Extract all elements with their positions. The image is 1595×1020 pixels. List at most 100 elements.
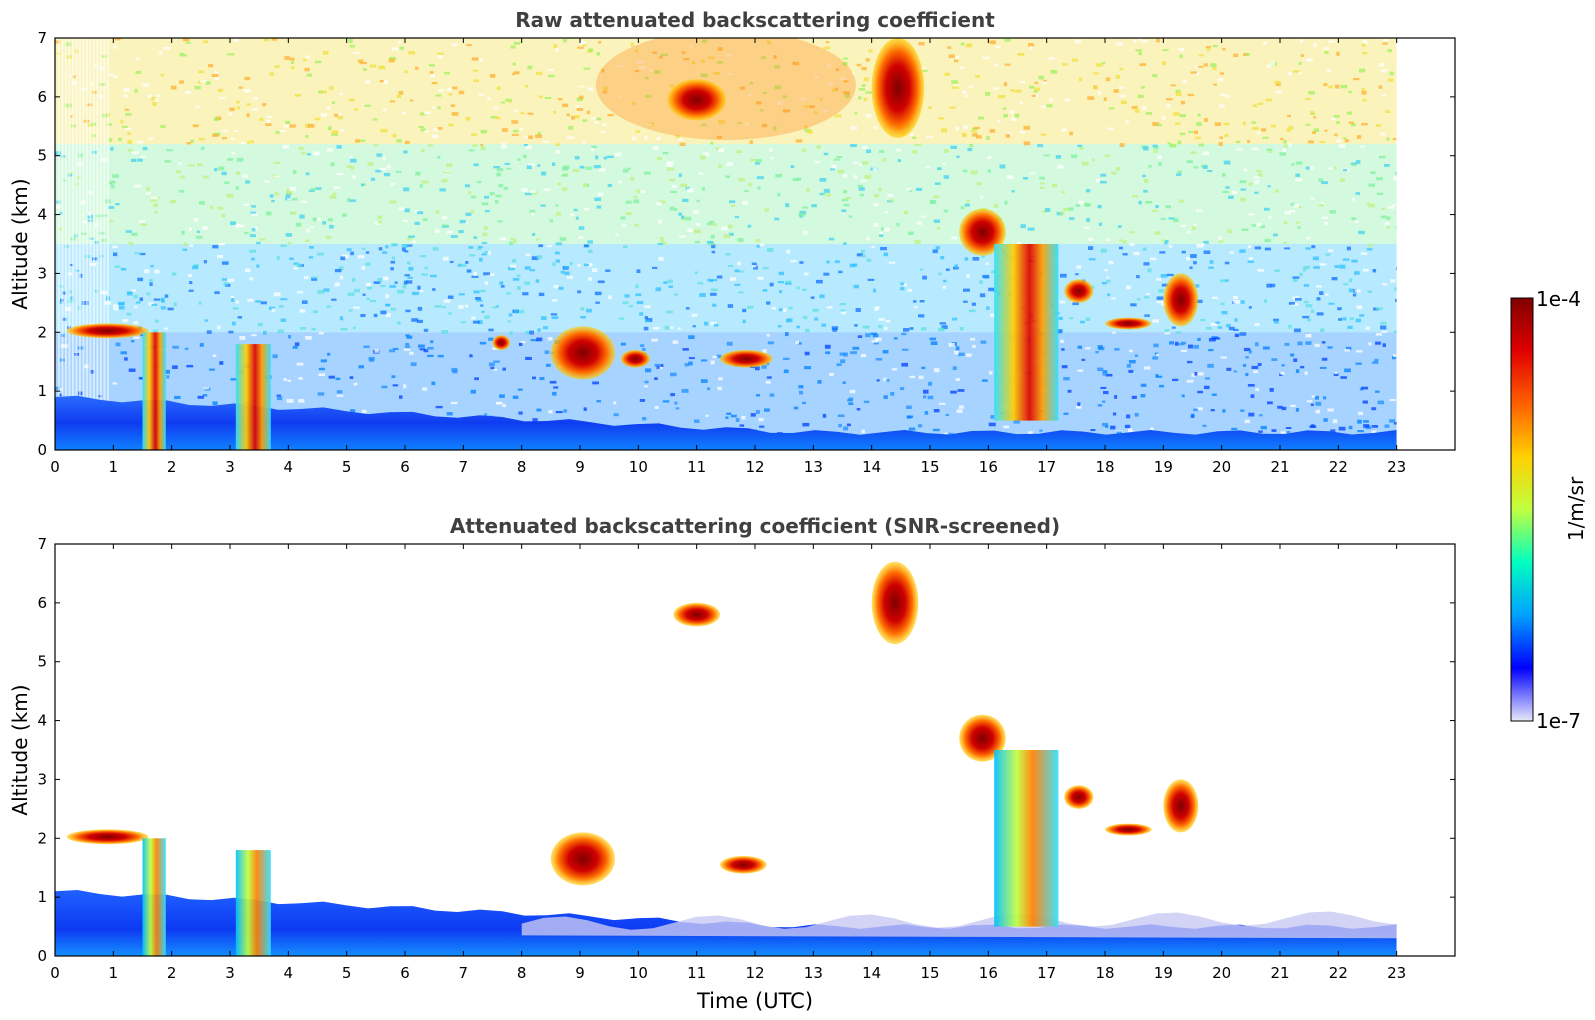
noise-speck [1241, 228, 1249, 231]
noise-speck [1303, 284, 1310, 287]
noise-speck [647, 123, 653, 126]
noise-speck [1005, 134, 1011, 138]
noise-speck [1172, 378, 1179, 382]
noise-speck [663, 281, 668, 284]
noise-speck [1334, 87, 1339, 91]
noise-speck [153, 203, 159, 208]
noise-speck [1205, 46, 1211, 49]
noise-speck [405, 280, 413, 284]
noise-speck [450, 104, 456, 108]
noise-speck [1125, 285, 1132, 290]
noise-speck [423, 328, 429, 332]
noise-speck [500, 101, 505, 104]
noise-speck [800, 97, 807, 101]
noise-speck [147, 94, 152, 99]
noise-speck [563, 409, 568, 413]
noise-speck [927, 395, 934, 400]
noise-speck [432, 288, 436, 291]
noise-speck [1162, 61, 1167, 66]
noise-speck [1168, 217, 1176, 220]
noise-speck [1175, 89, 1181, 93]
noise-speck [1295, 161, 1303, 165]
noise-speck [175, 170, 181, 174]
noise-speck [125, 113, 132, 116]
noise-speck [705, 414, 709, 417]
noise-speck [1179, 114, 1187, 118]
cloud-mark [492, 335, 511, 350]
noise-speck [742, 200, 749, 205]
noise-band [55, 38, 1397, 144]
noise-speck [821, 323, 827, 327]
noise-speck [656, 137, 661, 140]
noise-speck [1152, 356, 1159, 360]
noise-speck [317, 289, 325, 294]
noise-speck [65, 42, 72, 47]
noise-speck [512, 73, 516, 76]
noise-speck [1211, 393, 1217, 396]
noise-speck [1243, 53, 1248, 57]
noise-speck [206, 330, 212, 334]
noise-speck [777, 192, 781, 197]
noise-speck [355, 139, 361, 143]
noise-speck [451, 112, 459, 116]
noise-speck [1362, 98, 1367, 102]
noise-speck [1390, 279, 1396, 283]
noise-speck [700, 155, 706, 160]
noise-speck [251, 205, 256, 208]
noise-speck [1098, 222, 1102, 226]
noise-speck [923, 389, 929, 394]
noise-speck [1010, 110, 1015, 114]
noise-speck [1143, 146, 1149, 151]
noise-speck [1308, 140, 1314, 144]
noise-speck [1113, 89, 1119, 93]
cloud-mark [1064, 279, 1094, 303]
noise-speck [1379, 155, 1386, 159]
noise-speck [137, 277, 144, 282]
noise-speck [209, 205, 214, 210]
noise-speck [279, 130, 286, 133]
noise-speck [295, 222, 302, 227]
noise-speck [1254, 246, 1262, 250]
noise-speck [451, 401, 458, 405]
noise-speck [1060, 273, 1067, 278]
noise-speck [495, 305, 499, 308]
noise-speck [79, 273, 83, 278]
noise-speck [396, 321, 401, 325]
noise-speck [678, 173, 682, 177]
noise-speck [591, 117, 597, 120]
noise-speck [654, 70, 661, 74]
noise-speck [448, 123, 454, 127]
noise-speck [478, 246, 483, 249]
noise-speck [347, 292, 355, 296]
noise-speck [1334, 84, 1340, 89]
noise-speck [1310, 309, 1315, 313]
noise-speck [917, 424, 923, 428]
noise-speck [493, 368, 498, 371]
noise-speck [1338, 144, 1346, 148]
noise-speck [677, 327, 681, 330]
noise-speck [638, 60, 644, 64]
noise-speck [395, 170, 402, 173]
colorbar-min-label: 1e-7 [1536, 709, 1581, 733]
noise-speck [660, 239, 665, 243]
noise-speck [793, 406, 799, 410]
noise-speck [179, 189, 184, 193]
noise-speck [1348, 278, 1353, 283]
noise-speck [518, 342, 523, 347]
noise-speck [81, 301, 89, 305]
noise-speck [1234, 318, 1238, 322]
noise-speck [652, 266, 658, 269]
noise-speck [861, 179, 867, 182]
noise-speck [1319, 263, 1327, 266]
noise-speck [960, 206, 965, 209]
noise-speck [1277, 405, 1283, 409]
noise-speck [1372, 361, 1379, 364]
noise-speck [942, 286, 947, 289]
noise-speck [401, 247, 406, 252]
noise-speck [1223, 160, 1231, 165]
noise-speck [1140, 86, 1145, 89]
noise-speck [506, 167, 512, 170]
noise-speck [1004, 63, 1011, 66]
noise-speck [825, 41, 830, 44]
